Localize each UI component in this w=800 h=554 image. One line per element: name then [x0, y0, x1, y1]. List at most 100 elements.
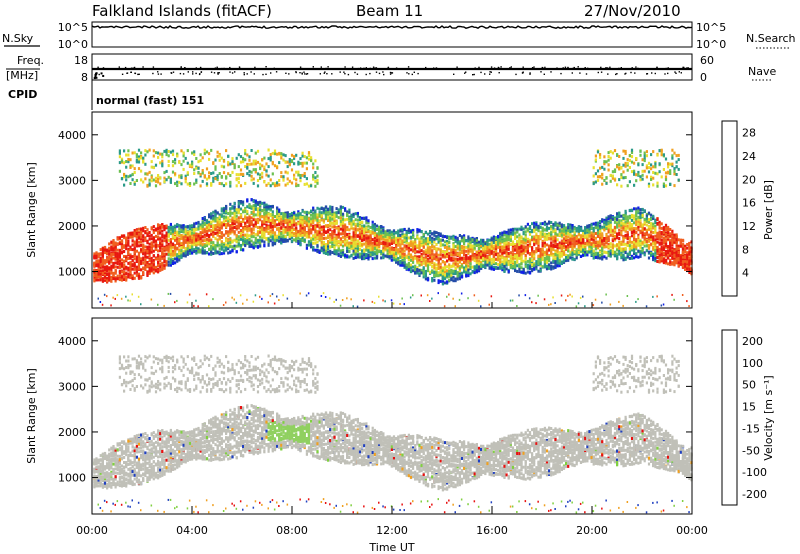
power-cell [276, 223, 279, 227]
power-cell [227, 219, 230, 223]
power-cell [199, 223, 202, 227]
power-cell [456, 236, 459, 240]
nave-point [453, 73, 455, 75]
nave-point [571, 72, 573, 74]
power-cell [382, 249, 385, 253]
power-cell [227, 222, 230, 226]
power-cell [248, 228, 251, 232]
power-cell [456, 240, 459, 244]
power-cell [254, 199, 257, 203]
power-cell [235, 236, 238, 240]
power-cell [426, 294, 429, 297]
power-cell [208, 171, 211, 175]
power-cell [388, 246, 391, 250]
power-cell [133, 171, 136, 174]
power-cell [116, 257, 119, 261]
power-cell [322, 247, 325, 251]
power-cell [273, 149, 277, 153]
nave-point [556, 67, 558, 69]
power-cell [361, 230, 364, 233]
power-cell [346, 297, 348, 300]
nave-point [510, 66, 512, 68]
power-cell [382, 235, 385, 239]
power-cell [208, 157, 211, 161]
power-cell [229, 245, 232, 249]
power-cell [433, 262, 436, 266]
power-cell [135, 232, 138, 235]
nave-point [680, 72, 682, 74]
power-cell [316, 217, 319, 220]
power-cell [114, 261, 117, 265]
power-cell [316, 218, 319, 222]
power-cell [263, 168, 266, 171]
nave-point [299, 66, 302, 68]
power-cell [123, 172, 126, 176]
power-cell [125, 244, 128, 248]
power-cell [426, 240, 430, 243]
power-cell [148, 254, 151, 258]
power-cell [233, 298, 235, 301]
power-cell [191, 151, 194, 155]
power-cell [184, 225, 187, 229]
power-cell [152, 166, 155, 170]
power-cell [435, 243, 438, 246]
power-cell [422, 242, 425, 246]
power-cell [250, 198, 253, 202]
power-cell [312, 246, 315, 249]
power-cell [237, 235, 240, 239]
nave-point [262, 73, 264, 76]
power-cell [208, 252, 211, 256]
power-cell [437, 267, 440, 270]
power-cell [405, 239, 408, 243]
power-cell [327, 208, 330, 212]
power-cell [333, 252, 336, 256]
power-cell [135, 260, 138, 263]
power-cell [216, 218, 219, 222]
power-cell [159, 268, 162, 272]
power-cell [239, 245, 243, 249]
power-cell [210, 148, 213, 152]
power-cell [388, 230, 391, 234]
power-cell [133, 246, 136, 250]
power-cell [265, 229, 268, 233]
power-cell [290, 220, 294, 224]
power-cell [239, 168, 243, 172]
power-cell [242, 217, 245, 221]
power-cell [103, 246, 107, 250]
power-cell [314, 218, 317, 222]
nave-point [372, 66, 375, 68]
power-cell [118, 169, 121, 173]
power-cell [448, 241, 451, 245]
power-cell [110, 257, 113, 261]
power-cell [242, 226, 245, 229]
power-cell [312, 213, 315, 217]
power-cell [195, 166, 198, 170]
power-cell [278, 232, 281, 236]
power-cell [380, 250, 383, 254]
power-cell [446, 273, 449, 277]
power-cell [125, 236, 128, 240]
power-cell [233, 226, 236, 229]
power-cell [225, 211, 228, 215]
nave-point [620, 67, 622, 69]
power-cell [422, 270, 425, 273]
power-cell [424, 250, 427, 254]
power-cell [446, 259, 449, 263]
nave-point [363, 67, 365, 69]
power-cell [265, 219, 268, 223]
power-cell [352, 249, 355, 253]
power-cell [354, 231, 357, 235]
nave-point [542, 67, 544, 69]
power-cell [371, 252, 374, 256]
power-cell [282, 223, 285, 226]
power-cell [310, 245, 313, 249]
power-cell [446, 247, 449, 251]
power-cell [191, 248, 194, 252]
nave-point [295, 71, 297, 74]
power-cell [229, 180, 232, 184]
power-cell [150, 241, 153, 245]
power-cell [188, 293, 191, 296]
power-cell [248, 241, 251, 245]
nave-point [383, 73, 385, 76]
power-cell [327, 219, 330, 222]
